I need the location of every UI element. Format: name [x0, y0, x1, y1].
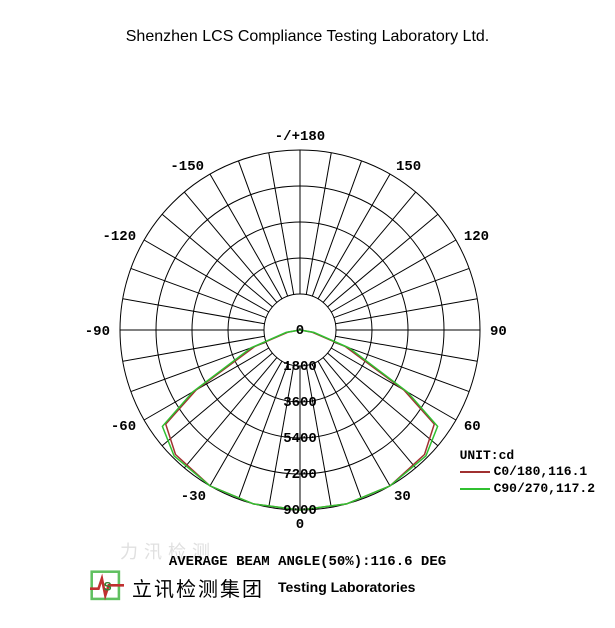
svg-text:1800: 1800: [283, 359, 317, 375]
svg-text:0: 0: [296, 517, 304, 533]
legend-row-0: C0/180,116.1: [460, 464, 595, 480]
svg-text:S: S: [104, 579, 112, 593]
footer-en-text: Testing Laboratories: [278, 579, 415, 595]
svg-text:-120: -120: [103, 229, 137, 245]
svg-text:-150: -150: [170, 159, 204, 175]
legend-swatch-0: [460, 471, 490, 473]
svg-text:5400: 5400: [283, 431, 317, 447]
logo-icon: S: [90, 570, 124, 604]
polar-chart: 018003600540072009000 -/+180-150150-1201…: [80, 110, 520, 550]
legend-label-0: C0/180,116.1: [494, 464, 588, 480]
svg-text:7200: 7200: [283, 467, 317, 483]
svg-text:150: 150: [396, 159, 421, 175]
svg-text:90: 90: [490, 324, 507, 340]
svg-text:-/+180: -/+180: [275, 129, 325, 145]
svg-text:-30: -30: [181, 489, 206, 505]
legend-row-1: C90/270,117.2: [460, 481, 595, 497]
legend: UNIT:cd C0/180,116.1 C90/270,117.2: [460, 448, 595, 497]
svg-text:-90: -90: [85, 324, 110, 340]
svg-text:0: 0: [296, 323, 304, 339]
legend-swatch-1: [460, 488, 490, 490]
svg-text:120: 120: [464, 229, 489, 245]
svg-text:-60: -60: [111, 419, 136, 435]
average-beam-caption: AVERAGE BEAM ANGLE(50%):116.6 DEG: [0, 554, 615, 570]
footer: S 立讯检测集团 Testing Laboratories: [90, 570, 415, 604]
svg-text:60: 60: [464, 419, 481, 435]
footer-cn-text: 立讯检测集团: [132, 573, 264, 602]
unit-label: UNIT:cd: [460, 448, 595, 464]
polar-svg: 018003600540072009000 -/+180-150150-1201…: [80, 110, 520, 550]
page-title: Shenzhen LCS Compliance Testing Laborato…: [0, 28, 615, 46]
svg-text:30: 30: [394, 489, 411, 505]
svg-text:3600: 3600: [283, 395, 317, 411]
page-root: Shenzhen LCS Compliance Testing Laborato…: [0, 0, 615, 628]
legend-label-1: C90/270,117.2: [494, 481, 595, 497]
